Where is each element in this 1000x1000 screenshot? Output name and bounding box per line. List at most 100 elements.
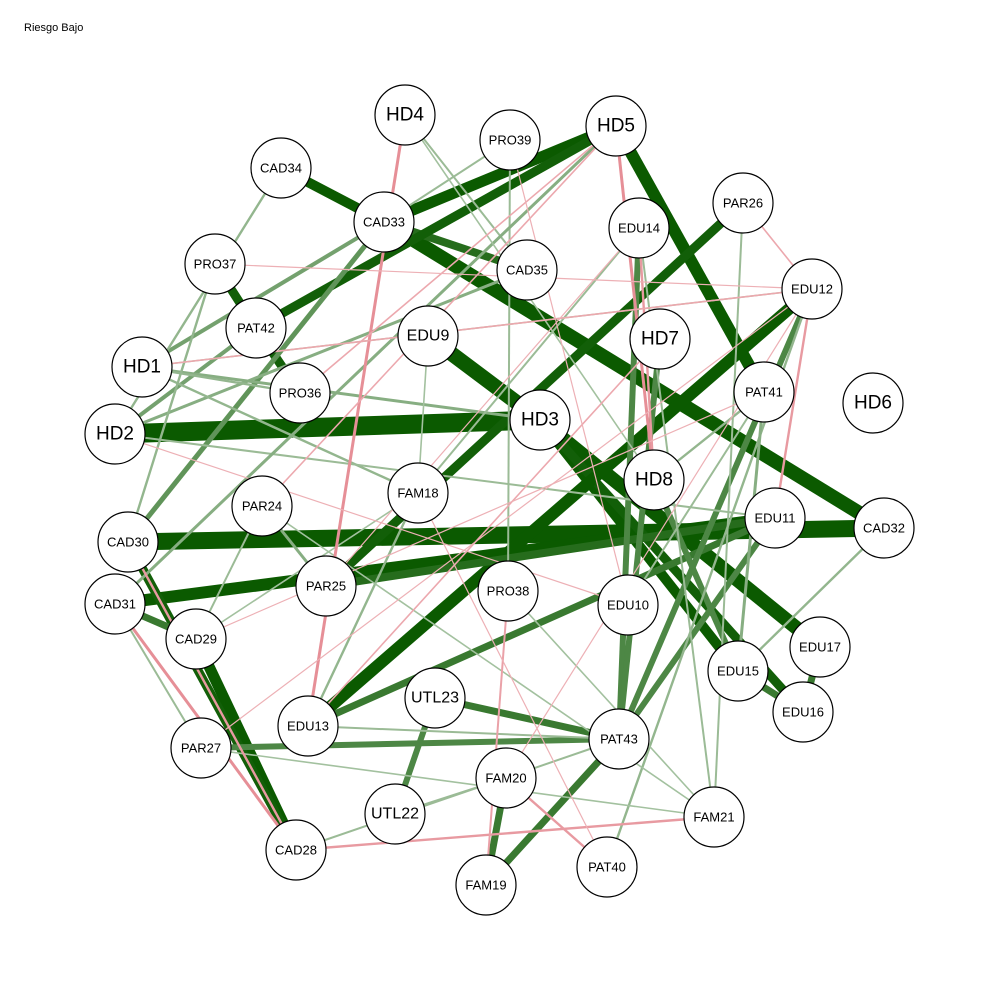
node-hd2[interactable]: HD2	[84, 403, 146, 465]
node-label: HD7	[641, 329, 679, 350]
edge-CAD30-CAD28	[126, 541, 298, 851]
edge-HD7-PAT43	[616, 338, 663, 740]
edge-HD2-CAD35	[114, 268, 528, 436]
node-cad32[interactable]: CAD32	[853, 497, 915, 559]
node-cad31[interactable]: CAD31	[84, 573, 146, 635]
node-circle	[733, 361, 795, 423]
node-cad35[interactable]: CAD35	[496, 239, 558, 301]
node-label: HD3	[521, 410, 559, 431]
node-circle	[842, 372, 904, 434]
node-edu15[interactable]: EDU15	[707, 640, 769, 702]
node-label: HD6	[854, 393, 892, 414]
node-fam21[interactable]: FAM21	[683, 786, 745, 848]
node-label: PAT43	[600, 732, 638, 747]
node-pat42[interactable]: PAT42	[225, 297, 287, 359]
node-label: FAM18	[397, 486, 438, 501]
node-circle	[772, 681, 834, 743]
node-cad33[interactable]: CAD33	[353, 191, 415, 253]
node-edu11[interactable]: EDU11	[744, 487, 806, 549]
node-edu12[interactable]: EDU12	[781, 258, 843, 320]
node-pro39[interactable]: PRO39	[479, 109, 541, 171]
node-label: PRO37	[194, 257, 237, 272]
node-par26[interactable]: PAR26	[712, 172, 774, 234]
node-hd1[interactable]: HD1	[111, 336, 173, 398]
edge-EDU12-EDU11	[773, 288, 814, 519]
node-label: EDU10	[607, 598, 649, 613]
node-hd8[interactable]: HD8	[623, 449, 685, 511]
node-edu13[interactable]: EDU13	[277, 695, 339, 757]
node-label: EDU9	[407, 328, 450, 345]
edge-EDU13-HD7	[307, 338, 661, 727]
node-circle	[170, 717, 232, 779]
node-label: EDU15	[717, 664, 759, 679]
node-circle	[165, 608, 227, 670]
node-edu17[interactable]: EDU17	[789, 616, 851, 678]
chart-title: Riesgo Bajo	[24, 22, 84, 34]
node-utl22[interactable]: UTL22	[364, 783, 426, 845]
node-label: CAD29	[175, 632, 217, 647]
edge-PRO38-FAM21	[507, 590, 715, 818]
edge-FAM19-PAT43	[483, 736, 622, 888]
node-circle	[683, 786, 745, 848]
node-hd7[interactable]: HD7	[629, 308, 691, 370]
edge-HD2-EDU10	[114, 433, 629, 606]
node-par24[interactable]: PAR24	[231, 475, 293, 537]
node-label: HD4	[386, 105, 424, 126]
edge-PRO39-PRO38	[507, 139, 511, 592]
node-cad34[interactable]: CAD34	[250, 137, 312, 199]
node-circle	[477, 560, 539, 622]
node-circle	[97, 511, 159, 573]
node-cad30[interactable]: CAD30	[97, 511, 159, 573]
node-pro37[interactable]: PRO37	[184, 233, 246, 295]
node-label: PAT42	[237, 321, 275, 336]
node-circle	[277, 695, 339, 757]
edge-PAT43-EDU12	[616, 287, 815, 741]
node-pat41[interactable]: PAT41	[733, 361, 795, 423]
node-pro38[interactable]: PRO38	[477, 560, 539, 622]
node-circle	[397, 305, 459, 367]
edge-EDU12-EDU13	[304, 284, 816, 731]
node-utl23[interactable]: UTL23	[404, 667, 466, 729]
node-fam18[interactable]: FAM18	[387, 462, 449, 524]
node-label: EDU16	[782, 705, 824, 720]
node-fam20[interactable]: FAM20	[475, 747, 537, 809]
node-hd6[interactable]: HD6	[842, 372, 904, 434]
edge-PAR25-EDU14	[325, 227, 640, 587]
node-par25[interactable]: PAR25	[295, 555, 357, 617]
node-edu10[interactable]: EDU10	[597, 574, 659, 636]
node-label: FAM21	[693, 810, 734, 825]
node-edu16[interactable]: EDU16	[772, 681, 834, 743]
edge-PAR25-EDU11	[325, 514, 776, 590]
node-circle	[364, 783, 426, 845]
edge-CAD29-PAT41	[195, 391, 765, 640]
node-label: CAD31	[94, 597, 136, 612]
node-circle	[455, 854, 517, 916]
node-circle	[231, 475, 293, 537]
node-label: HD8	[635, 470, 673, 491]
node-circle	[225, 297, 287, 359]
node-edu9[interactable]: EDU9	[397, 305, 459, 367]
node-circle	[608, 197, 670, 259]
node-pro36[interactable]: PRO36	[269, 362, 331, 424]
edge-HD5-PRO36	[299, 125, 617, 394]
edge-FAM18-PAT40	[417, 492, 608, 868]
node-label: CAD28	[275, 843, 317, 858]
node-fam19[interactable]: FAM19	[455, 854, 517, 916]
node-circle	[496, 239, 558, 301]
node-edu14[interactable]: EDU14	[608, 197, 670, 259]
edge-HD5-HD8	[614, 125, 656, 481]
node-hd5[interactable]: HD5	[585, 95, 647, 157]
edge-PAR27-FAM21	[200, 747, 715, 818]
node-cad29[interactable]: CAD29	[165, 608, 227, 670]
node-circle	[853, 497, 915, 559]
edge-HD1-CAD33	[140, 220, 386, 369]
node-cad28[interactable]: CAD28	[265, 819, 327, 881]
node-pat40[interactable]: PAT40	[576, 836, 638, 898]
node-hd4[interactable]: HD4	[374, 84, 436, 146]
node-label: EDU14	[618, 221, 660, 236]
node-pat43[interactable]: PAT43	[588, 708, 650, 770]
node-label: HD1	[123, 357, 161, 378]
node-hd3[interactable]: HD3	[509, 389, 571, 451]
node-circle	[707, 640, 769, 702]
node-par27[interactable]: PAR27	[170, 717, 232, 779]
